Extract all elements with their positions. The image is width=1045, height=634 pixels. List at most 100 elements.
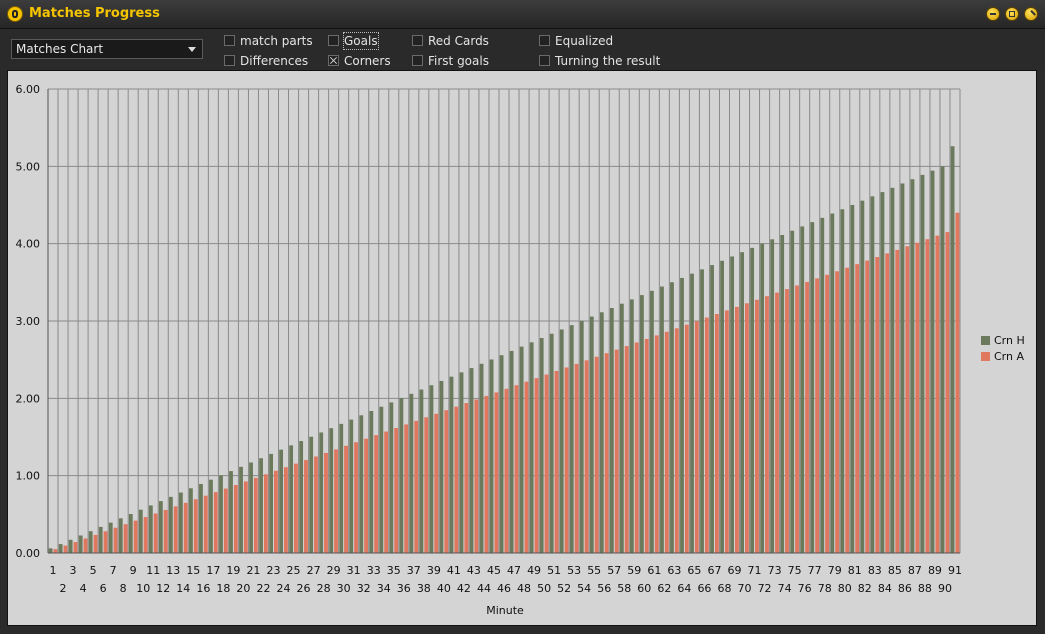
bar-crn-h — [670, 282, 674, 553]
bar-crn-a — [724, 310, 729, 553]
bar-crn-h — [108, 522, 113, 553]
x-tick-label: 37 — [407, 564, 421, 577]
x-tick-label: 58 — [617, 582, 631, 595]
x-tick-label: 3 — [70, 564, 77, 577]
x-axis-label: Minute — [486, 604, 524, 617]
bar-crn-a — [855, 264, 860, 553]
bar-crn-h — [339, 423, 344, 553]
checkbox-box[interactable] — [412, 55, 423, 66]
x-tick-label: 61 — [647, 564, 661, 577]
x-tick-label: 53 — [567, 564, 581, 577]
bar-crn-h — [910, 179, 915, 553]
x-tick-label: 23 — [266, 564, 280, 577]
y-tick-label: 0.00 — [16, 547, 41, 560]
y-tick-label: 4.00 — [16, 238, 41, 251]
x-tick-label: 81 — [848, 564, 862, 577]
x-tick-label: 79 — [828, 564, 842, 577]
bar-crn-h — [128, 514, 133, 553]
close-button[interactable] — [1024, 7, 1038, 21]
x-tick-label: 13 — [166, 564, 180, 577]
x-tick-label: 66 — [697, 582, 711, 595]
checkbox-label: Goals — [343, 32, 379, 50]
x-tick-label: 63 — [667, 564, 681, 577]
bar-crn-a — [113, 527, 118, 553]
bar-crn-a — [634, 342, 639, 553]
bar-crn-a — [73, 542, 78, 553]
bar-crn-h — [920, 174, 925, 553]
x-tick-label: 43 — [467, 564, 481, 577]
chart-type-select[interactable]: Matches Chart — [11, 39, 203, 59]
bar-crn-a — [775, 292, 779, 553]
bar-crn-h — [639, 295, 644, 553]
x-tick-label: 28 — [317, 582, 331, 595]
bar-crn-a — [955, 212, 960, 553]
x-tick-label: 42 — [457, 582, 471, 595]
x-tick-label: 82 — [858, 582, 872, 595]
x-tick-label: 39 — [427, 564, 441, 577]
bar-crn-h — [800, 226, 805, 553]
checkbox-box[interactable] — [328, 35, 339, 46]
legend-swatch-crn-h — [981, 336, 990, 345]
x-tick-label: 11 — [146, 564, 160, 577]
bar-crn-a — [63, 545, 68, 553]
x-tick-label: 49 — [527, 564, 541, 577]
x-tick-label: 90 — [938, 582, 952, 595]
x-tick-label: 29 — [327, 564, 341, 577]
bar-crn-a — [93, 534, 98, 553]
bar-crn-h — [399, 398, 404, 553]
minimize-button[interactable] — [986, 7, 1000, 21]
x-tick-label: 5 — [90, 564, 97, 577]
bar-crn-h — [589, 316, 594, 553]
checkbox-box-checked[interactable] — [328, 55, 339, 66]
checkbox-box[interactable] — [539, 55, 550, 66]
maximize-button[interactable] — [1005, 7, 1019, 21]
bar-crn-h — [409, 393, 414, 553]
x-tick-label: 30 — [337, 582, 351, 595]
x-tick-label: 47 — [507, 564, 521, 577]
bar-crn-a — [304, 460, 308, 553]
bar-crn-h — [88, 531, 93, 553]
bar-crn-a — [755, 299, 759, 553]
checkbox-label: Differences — [240, 54, 309, 68]
bar-crn-h — [509, 350, 514, 553]
bar-crn-h — [810, 222, 815, 553]
bar-crn-a — [484, 395, 489, 553]
bar-crn-a — [945, 232, 950, 554]
x-tick-label: 74 — [778, 582, 792, 595]
bar-crn-a — [554, 371, 559, 553]
bar-crn-a — [203, 495, 208, 553]
y-tick-label: 5.00 — [16, 160, 41, 173]
x-tick-label: 35 — [387, 564, 401, 577]
checkbox-box[interactable] — [224, 55, 235, 66]
bar-crn-h — [750, 247, 755, 553]
bar-crn-h — [870, 196, 875, 553]
x-tick-label: 24 — [277, 582, 291, 595]
bar-crn-h — [178, 492, 183, 553]
bar-crn-h — [780, 235, 785, 554]
bar-crn-a — [875, 257, 880, 553]
checkbox-box[interactable] — [539, 35, 550, 46]
bar-crn-h — [319, 432, 324, 553]
x-tick-label: 45 — [487, 564, 501, 577]
x-tick-label: 14 — [176, 582, 190, 595]
x-tick-label: 38 — [417, 582, 431, 595]
checkbox-box[interactable] — [412, 35, 423, 46]
x-tick-label: 31 — [347, 564, 361, 577]
x-tick-label: 26 — [297, 582, 311, 595]
checkbox-label: Red Cards — [428, 34, 489, 48]
x-tick-label: 33 — [367, 564, 381, 577]
bar-crn-a — [584, 360, 589, 553]
checkbox-box[interactable] — [224, 35, 235, 46]
bar-crn-h — [499, 355, 504, 553]
bar-crn-h — [189, 488, 193, 553]
bar-crn-h — [830, 213, 835, 553]
x-tick-label: 8 — [120, 582, 127, 595]
bar-crn-a — [815, 278, 819, 553]
window-title: Matches Progress — [29, 6, 160, 21]
x-tick-label: 71 — [748, 564, 762, 577]
bar-crn-h — [48, 548, 53, 553]
bar-crn-a — [163, 509, 168, 553]
x-tick-label: 85 — [888, 564, 902, 577]
bar-crn-h — [890, 187, 895, 553]
x-tick-label: 32 — [357, 582, 371, 595]
